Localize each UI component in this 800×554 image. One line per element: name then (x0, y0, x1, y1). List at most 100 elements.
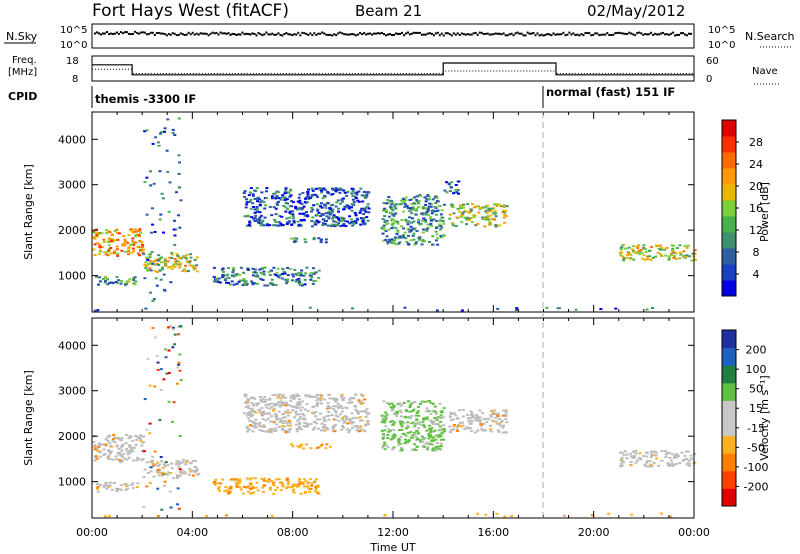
noise-sample (367, 32, 370, 35)
colorbar-tick-label: -200 (744, 480, 769, 493)
echo-cell (143, 468, 147, 471)
echo-cell (154, 277, 158, 280)
echo-cell (115, 490, 119, 493)
echo-cell (212, 481, 216, 484)
echo-cell (467, 420, 471, 423)
echo-cell (386, 446, 390, 449)
echo-cell (472, 206, 476, 209)
echo-cell (290, 485, 294, 488)
echo-cell (391, 435, 395, 438)
echo-cell (440, 209, 444, 212)
echo-cell (127, 247, 131, 250)
echo-cell (253, 426, 257, 429)
echo-cell (485, 421, 489, 424)
echo-cell (273, 404, 277, 407)
echo-cell (339, 220, 343, 223)
echo-cell (291, 409, 295, 412)
echo-cell (323, 219, 327, 222)
cpid-label: CPID (8, 90, 37, 103)
echo-cell (481, 412, 484, 414)
echo-cell (173, 219, 176, 222)
echo-cell (257, 221, 261, 224)
echo-cell (253, 197, 257, 200)
echo-cell (317, 397, 321, 400)
echo-cell (350, 192, 354, 195)
noise-sample (106, 31, 108, 33)
noise-sample (482, 33, 485, 35)
echo-cell (306, 215, 310, 218)
noise-sample (608, 34, 611, 36)
echo-cell (489, 214, 493, 217)
echo-cell (177, 361, 181, 364)
echo-cell (342, 217, 346, 220)
echo-cell (495, 422, 499, 425)
noise-sample (331, 34, 334, 37)
echo-cell (361, 394, 365, 397)
echo-cell (420, 243, 424, 246)
echo-cell (618, 465, 622, 468)
echo-cell (120, 249, 124, 252)
echo-cell (271, 283, 275, 286)
echo-cell (440, 432, 444, 435)
echo-cell (283, 278, 287, 281)
noise-sample (199, 32, 202, 35)
echo-cell (247, 224, 251, 226)
echo-cell (275, 478, 278, 481)
echo-cell (399, 423, 403, 426)
echo-cell (242, 277, 246, 280)
echo-cell (153, 270, 157, 273)
echo-cell (137, 458, 141, 461)
echo-cell (274, 224, 278, 227)
echo-cell (339, 413, 342, 416)
echo-cell (281, 267, 285, 270)
echo-cell (100, 443, 104, 446)
echo-cell (318, 418, 322, 421)
echo-cell (417, 414, 421, 417)
echo-cell (425, 198, 429, 201)
echo-cell (136, 245, 140, 248)
echo-cell (621, 243, 625, 246)
echo-cell (274, 284, 278, 286)
echo-cell (163, 484, 166, 487)
echo-cell (391, 407, 395, 410)
echo-cell (121, 443, 125, 446)
echo-cell (175, 460, 179, 463)
noise-sample (377, 32, 380, 35)
echo-cell (660, 246, 664, 249)
echo-cell (411, 206, 415, 209)
echo-cell (177, 333, 181, 336)
echo-cell (116, 231, 119, 234)
echo-cell (238, 480, 242, 483)
echo-cell (177, 363, 181, 366)
echo-cell (363, 194, 367, 197)
echo-cell (312, 421, 316, 423)
echo-cell (315, 404, 319, 407)
echo-cell (266, 284, 269, 287)
echo-cell (391, 201, 395, 204)
echo-cell (119, 484, 123, 487)
echo-cell (286, 208, 290, 211)
echo-cell (413, 196, 416, 199)
echo-cell (232, 275, 236, 278)
echo-cell (298, 280, 301, 283)
noise-sample (371, 33, 374, 36)
echo-cell (484, 513, 488, 516)
echo-cell (432, 210, 436, 213)
echo-cell (216, 482, 220, 484)
noise-sample (676, 33, 679, 36)
echo-cell (102, 277, 105, 280)
colorbar-swatch (722, 248, 736, 265)
nsky-tick-top: 10^5 (60, 25, 87, 36)
noise-sample (658, 33, 661, 36)
echo-cell (504, 415, 508, 418)
echo-cell (149, 291, 152, 294)
echo-cell (153, 450, 157, 453)
echo-cell (451, 224, 455, 227)
echo-cell (107, 454, 111, 457)
echo-cell (249, 396, 253, 399)
echo-cell (489, 424, 492, 427)
echo-cell (320, 202, 323, 205)
echo-cell (403, 306, 407, 309)
echo-cell (323, 188, 327, 191)
echo-cell (174, 263, 178, 265)
